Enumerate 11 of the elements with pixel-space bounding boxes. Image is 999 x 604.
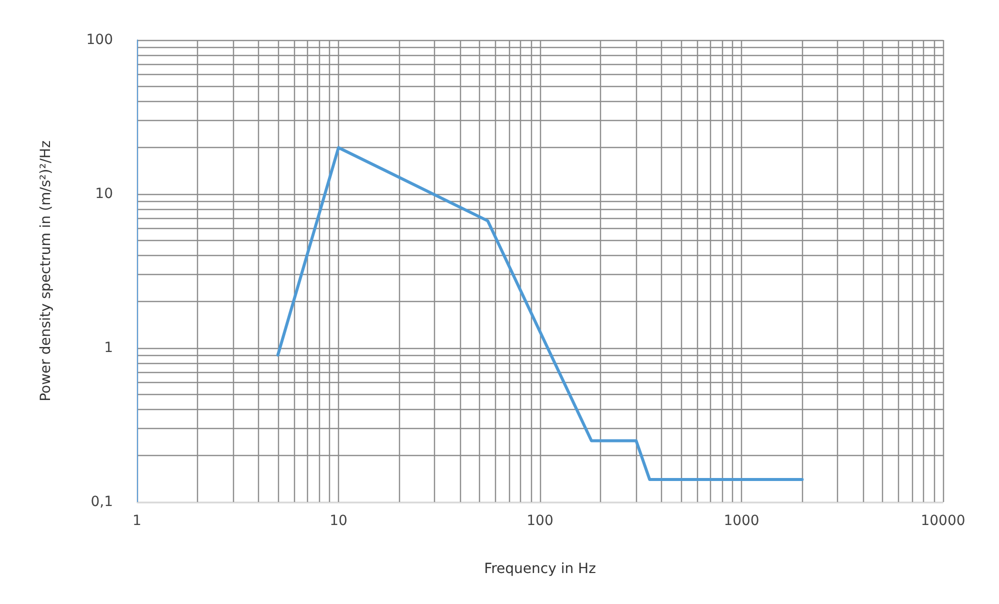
y-tick-label: 1	[104, 340, 113, 356]
x-tick-label: 10	[330, 513, 348, 529]
y-tick-label: 10	[95, 186, 113, 202]
x-tick-label: 1	[132, 513, 142, 529]
x-tick-label: 100	[526, 513, 554, 529]
y-axis-title: Power density spectrum in (m/s²)²/Hz	[38, 140, 54, 402]
x-tick-label: 10000	[920, 513, 966, 529]
y-tick-label: 100	[86, 32, 113, 48]
y-tick-label: 0,1	[90, 494, 113, 510]
x-axis-title: Frequency in Hz	[484, 561, 596, 577]
x-tick-label: 1000	[724, 513, 760, 529]
